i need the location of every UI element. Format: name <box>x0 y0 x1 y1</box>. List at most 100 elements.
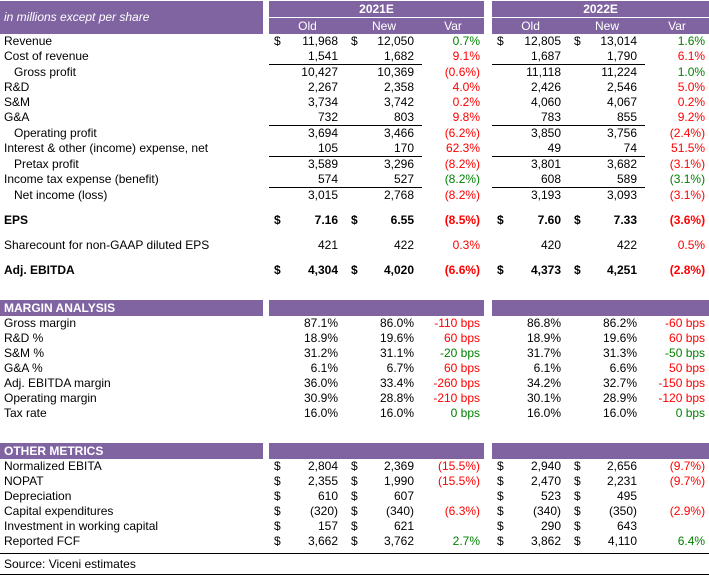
cell-value: 607 <box>393 489 414 503</box>
cell-value: 31.3% <box>603 346 638 360</box>
cell-value: 4,304 <box>307 263 338 277</box>
dollar-sign: $ <box>574 34 581 48</box>
cell-value: 574 <box>317 172 338 186</box>
column-gap <box>484 263 492 278</box>
cell-g2-var: 6.4% <box>645 534 709 549</box>
column-gap <box>484 406 492 421</box>
cell-value: 2,804 <box>307 459 338 473</box>
var-value: 9.1% <box>452 49 481 64</box>
cell-g2-var: 60 bps <box>645 331 709 346</box>
cell-g1-new: 170 <box>346 141 422 157</box>
cell-g1-new: $607 <box>346 489 422 504</box>
cell-g2-new: 3,093 <box>569 188 645 204</box>
cell-g2-var: (3.1%) <box>645 157 709 173</box>
cell-value: 11,118 <box>526 65 562 79</box>
cell-value: 13,014 <box>600 34 638 48</box>
var-value: (8.2%) <box>444 172 481 187</box>
cell-g1-new: 803 <box>346 110 422 126</box>
column-gap <box>484 65 492 81</box>
cell-g2-new: 855 <box>569 110 646 126</box>
cell-g1-old: 105 <box>269 141 346 157</box>
cell-g1-var: (8.5%) <box>422 213 484 228</box>
cell-value: 527 <box>393 172 414 186</box>
cell-g2-new: $13,014 <box>569 34 645 49</box>
cell-g1-var: (15.5%) <box>422 474 484 489</box>
dollar-sign: $ <box>274 504 281 518</box>
var-value: (8.2%) <box>444 156 481 171</box>
cell-g1-new: 6.7% <box>346 361 422 376</box>
cell-value: 1,541 <box>307 49 338 63</box>
dollar-sign: $ <box>351 504 358 518</box>
cell-value: 12,805 <box>524 34 562 48</box>
cell-g2-new: $4,110 <box>569 534 645 549</box>
cell-g2-var: 9.2% <box>645 110 709 126</box>
var-value: (9.7%) <box>669 474 706 488</box>
cell-g2-old: 86.8% <box>492 316 569 331</box>
cell-g1-new: $621 <box>346 519 422 534</box>
row-label: R&D <box>4 80 30 94</box>
cell-value: 32.7% <box>603 376 638 390</box>
column-gap <box>484 376 492 391</box>
cell-g2-new: 422 <box>569 238 645 253</box>
column-gap <box>484 34 492 49</box>
var-value: (2.8%) <box>669 263 706 277</box>
cell-value: 49 <box>547 141 562 155</box>
cell-value: 86.2% <box>603 316 638 330</box>
section-bar-fill <box>269 443 485 459</box>
column-gap <box>484 80 492 95</box>
cell-value: 3,694 <box>307 126 338 140</box>
cell-g2-old: 3,850 <box>492 126 569 142</box>
var-value: -50 bps <box>665 346 706 360</box>
cell-g1-old: 10,427 <box>269 65 346 81</box>
cell-g2-old: 608 <box>492 172 570 188</box>
cell-g1-var: 2.7% <box>422 534 484 549</box>
column-gap <box>484 443 492 459</box>
cell-value: 523 <box>541 489 562 503</box>
var-value: 6.1% <box>677 49 706 64</box>
blank-cell <box>0 203 709 213</box>
var-value: (2.9%) <box>669 504 706 518</box>
var-value: 0.2% <box>452 95 481 109</box>
cell-g2-new: 16.0% <box>569 406 645 421</box>
row-label: Interest & other (income) expense, net <box>4 141 209 156</box>
cell-g2-old: $2,940 <box>492 459 569 474</box>
cell-g2-old: 6.1% <box>492 361 569 376</box>
cell-value: 16.0% <box>603 406 638 420</box>
cell-g1-old: 574 <box>269 172 346 188</box>
var-value: (0.6%) <box>444 64 481 79</box>
cell-g1-old: $157 <box>269 519 346 534</box>
cell-g1-var: 9.1% <box>422 49 484 65</box>
var-value: 0.5% <box>677 238 706 252</box>
column-gap <box>484 504 492 519</box>
cell-g1-var: -20 bps <box>422 346 484 361</box>
dollar-sign: $ <box>274 489 281 503</box>
cell-g1-var: 62.3% <box>422 141 484 157</box>
cell-value: 10,369 <box>377 65 414 79</box>
dollar-sign: $ <box>497 534 504 548</box>
cell-g1-new: 2,768 <box>346 188 422 204</box>
cell-value: 3,093 <box>607 188 638 202</box>
section-bar-fill <box>492 443 709 459</box>
cell-g1-new: 527 <box>346 172 422 188</box>
cell-g2-var: (3.1%) <box>645 172 709 188</box>
column-gap <box>484 361 492 376</box>
cell-g1-old: $7.16 <box>269 213 346 228</box>
cell-value: 1,682 <box>383 49 414 63</box>
section-gap <box>0 421 709 443</box>
cell-value: (340) <box>533 504 562 518</box>
cell-value: 11,968 <box>302 34 338 48</box>
cell-g2-old: $ (340) <box>492 504 569 519</box>
column-gap <box>484 459 492 474</box>
dollar-sign: $ <box>351 474 358 488</box>
cell-g2-old: 783 <box>492 110 570 126</box>
cell-value: 86.0% <box>379 316 414 330</box>
var-value: -60 bps <box>665 316 706 330</box>
cell-g1-var: 9.8% <box>422 110 484 126</box>
table-row: Tax rate 16.0% 16.0% 0 bps 16.0% 16.0% 0 bps <box>0 406 709 421</box>
cell-value: 422 <box>617 238 638 252</box>
column-gap <box>484 391 492 406</box>
cell-value: 87.1% <box>303 316 338 330</box>
cell-g2-new: 74 <box>569 141 646 157</box>
cell-g1-var: 60 bps <box>422 361 484 376</box>
cell-g1-var: (8.2%) <box>422 172 484 188</box>
